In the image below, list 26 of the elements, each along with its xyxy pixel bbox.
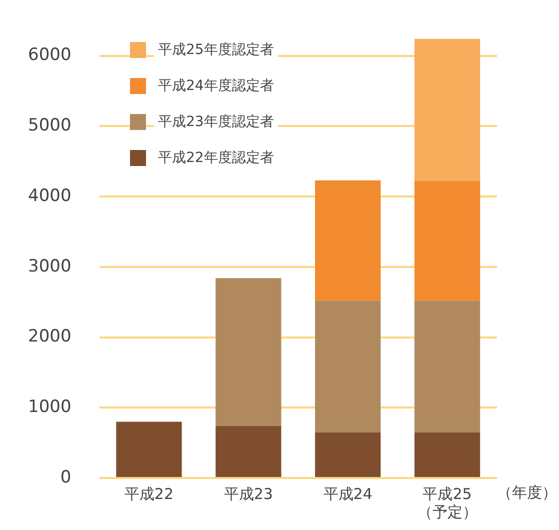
bar xyxy=(315,180,381,301)
x-tick-label: 平成24 xyxy=(323,484,372,503)
bar xyxy=(414,38,480,182)
x-axis-title: （年度） xyxy=(497,483,557,502)
y-tick-label: 6000 xyxy=(28,45,72,66)
y-tick-label: 1000 xyxy=(28,397,72,418)
y-tick-label: 4000 xyxy=(28,186,72,206)
bar xyxy=(414,300,480,432)
bar xyxy=(216,426,282,477)
legend-label: 平成23年度認定者 xyxy=(154,111,278,133)
legend-label: 平成25年度認定者 xyxy=(154,39,278,61)
bar xyxy=(315,300,381,432)
y-tick-label: 3000 xyxy=(28,256,72,276)
y-tick-label: 5000 xyxy=(28,116,72,136)
bar xyxy=(216,278,282,426)
bar xyxy=(414,181,480,301)
y-tick-label: 0 xyxy=(60,467,72,488)
legend-label: 平成24年度認定者 xyxy=(154,75,278,97)
bar xyxy=(414,432,480,477)
x-tick-label: 平成22 xyxy=(124,484,174,503)
x-tick-label: 平成23 xyxy=(224,484,273,503)
y-tick-label: 2000 xyxy=(28,326,72,347)
x-tick-label: 平成25 （予定） xyxy=(417,484,478,521)
bar xyxy=(315,432,381,477)
legend-label: 平成22年度認定者 xyxy=(154,147,278,169)
bar xyxy=(116,422,182,477)
